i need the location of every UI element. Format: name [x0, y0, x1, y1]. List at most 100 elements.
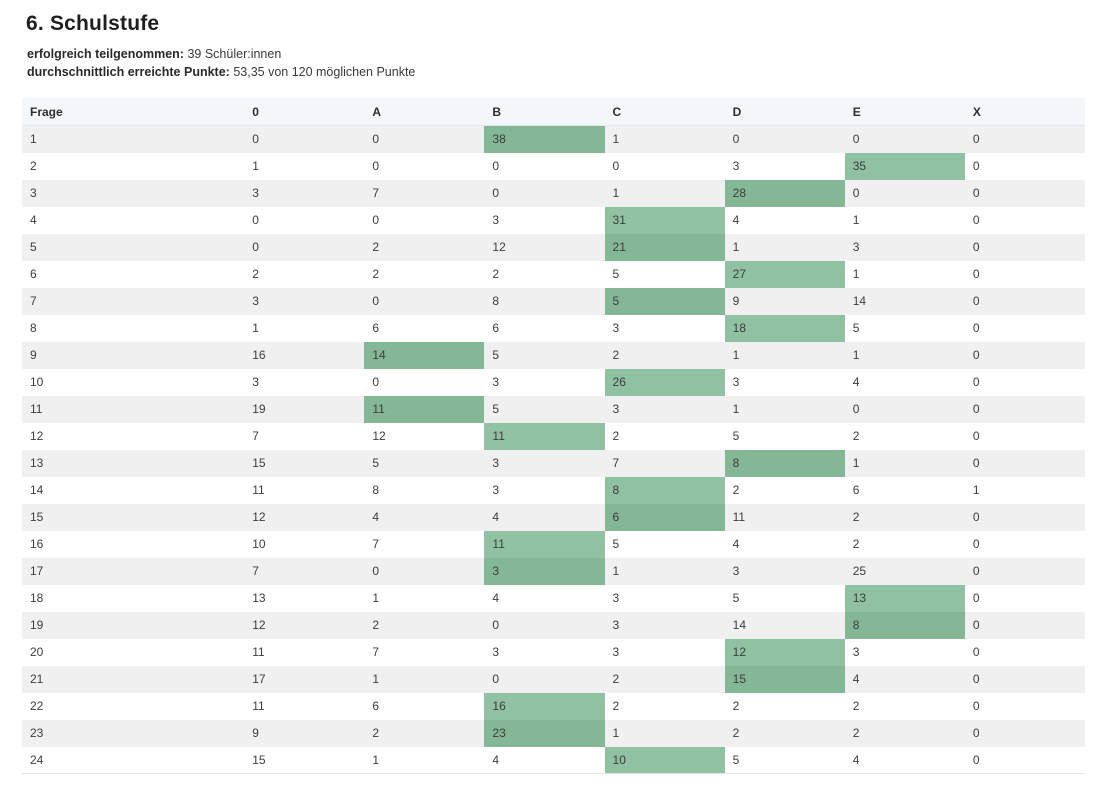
cell-value: 2 — [612, 348, 620, 362]
cell-value: 0 — [972, 618, 980, 632]
cell-value: 0 — [972, 591, 980, 605]
cell-value: 3 — [612, 402, 620, 416]
cell-value: 12 — [252, 510, 266, 524]
cell-frage: 19 — [30, 618, 44, 632]
cell-value: 0 — [252, 213, 259, 227]
cell-value: 0 — [972, 672, 980, 686]
cell-value: 3 — [252, 294, 259, 308]
cell-value: 0 — [612, 159, 620, 173]
highlighted-answer-cell: 10 — [604, 746, 725, 774]
highlighted-answer-cell: 31 — [604, 206, 725, 234]
cell-frage: 12 — [30, 429, 44, 443]
cell-value: 0 — [972, 132, 980, 147]
cell-value: 2 — [612, 672, 620, 686]
cell-value: 9 — [732, 294, 740, 308]
cell-value: 2 — [852, 510, 860, 524]
cell-value: 0 — [372, 213, 379, 227]
meta-points-value: 53,35 von 120 möglichen Punkte — [233, 65, 416, 79]
cell-value: 0 — [372, 132, 379, 147]
cell-value: 0 — [972, 537, 980, 551]
highlighted-answer-cell: 38 — [484, 125, 605, 153]
highlighted-answer-cell: 8 — [604, 476, 725, 504]
cell-frage: 18 — [30, 591, 44, 605]
cell-value: 2 — [372, 267, 379, 281]
cell-value: 7 — [372, 645, 379, 659]
cell-value: 5 — [612, 537, 620, 551]
cell-value: 3 — [612, 618, 620, 632]
meta-points: durchschnittlich erreichte Punkte: 53,35… — [27, 63, 1088, 81]
cell-value: 11 — [252, 699, 265, 713]
cell-value: 9 — [252, 726, 259, 740]
cell-value: 0 — [972, 267, 980, 281]
cell-value: 2 — [372, 726, 379, 740]
cell-value: 0 — [492, 159, 500, 173]
results-table-body: 1 0 0 38 1 0 0 0 2 1 0 0 0 3 35 0 3 3 7 0 1 28 0 0 4 0 0 3 31 4 1 0 5 0 2 1… — [22, 125, 1085, 774]
cell-value: 4 — [484, 746, 605, 774]
highlighted-answer-cell: 15 — [724, 665, 845, 693]
cell-value: 11 — [732, 510, 746, 524]
cell-value: 0 — [972, 429, 980, 443]
cell-frage: 13 — [30, 456, 44, 470]
column-header-0: 0 — [244, 98, 365, 126]
highlighted-answer-cell: 28 — [724, 179, 845, 207]
table-row: 19 12 2 0 3 14 8 0 — [22, 611, 1085, 639]
cell-value: 3 — [732, 564, 740, 578]
cell-value: 0 — [972, 564, 980, 578]
cell-value: 6 — [372, 699, 379, 713]
cell-value: 7 — [252, 429, 259, 443]
column-header-x: X — [964, 98, 1085, 126]
cell-frage: 10 — [30, 375, 44, 389]
cell-value: 0 — [852, 186, 860, 200]
cell-frage: 22 — [30, 699, 44, 713]
cell-value: 1 — [732, 402, 740, 416]
cell-value: 2 — [492, 267, 500, 281]
table-row: 3 3 7 0 1 28 0 0 — [22, 179, 1085, 207]
cell-value: 1 — [852, 267, 860, 281]
cell-value: 14 — [852, 294, 867, 308]
cell-value: 1 — [852, 213, 860, 227]
highlighted-answer-cell: 11 — [364, 395, 485, 423]
cell-value: 3 — [732, 159, 740, 173]
cell-value: 5 — [492, 402, 500, 416]
cell-value: 12 — [372, 429, 386, 443]
cell-value: 3 — [492, 483, 500, 497]
cell-value: 4 — [732, 537, 740, 551]
table-row: 24 15 1 4 10 5 4 0 — [22, 746, 1085, 774]
cell-value: 1 — [852, 348, 860, 362]
highlighted-answer-cell: 16 — [484, 692, 605, 720]
column-header-c: C — [604, 98, 725, 126]
cell-value: 2 — [732, 699, 740, 713]
cell-value: 1 — [372, 591, 379, 605]
cell-value: 0 — [972, 186, 980, 200]
cell-frage: 9 — [30, 348, 37, 362]
cell-value: 4 — [492, 591, 500, 605]
cell-frage: 17 — [30, 564, 44, 578]
cell-frage: 20 — [30, 645, 44, 659]
table-row: 7 3 0 8 5 9 14 0 — [22, 287, 1085, 315]
cell-frage: 21 — [30, 672, 44, 686]
cell-value: 1 — [612, 726, 620, 740]
meta-participants-label: erfolgreich teilgenommen: — [27, 47, 184, 61]
table-row: 22 11 6 16 2 2 2 0 — [22, 692, 1085, 720]
cell-value: 3 — [492, 213, 500, 227]
cell-value: 5 — [732, 591, 740, 605]
table-row: 6 2 2 2 5 27 1 0 — [22, 260, 1085, 288]
cell-value: 4 — [732, 213, 740, 227]
cell-value: 5 — [852, 321, 860, 335]
cell-value: 0 — [964, 746, 1085, 774]
cell-value: 1 — [852, 456, 860, 470]
cell-value: 3 — [492, 456, 500, 470]
highlighted-answer-cell: 8 — [844, 611, 965, 639]
cell-value: 0 — [372, 294, 379, 308]
table-row: 10 3 0 3 26 3 4 0 — [22, 368, 1085, 396]
table-row: 8 1 6 6 3 18 5 0 — [22, 314, 1085, 342]
column-header-e: E — [844, 98, 965, 126]
cell-frage: 11 — [30, 402, 43, 416]
cell-value: 0 — [372, 375, 379, 389]
cell-frage: 8 — [30, 321, 37, 335]
header-row: Frage 0 A B C D E X — [22, 98, 1085, 126]
cell-frage: 5 — [30, 240, 37, 254]
cell-frage: 16 — [30, 537, 44, 551]
cell-value: 7 — [372, 186, 379, 200]
table-row: 17 7 0 3 1 3 25 0 — [22, 557, 1085, 585]
